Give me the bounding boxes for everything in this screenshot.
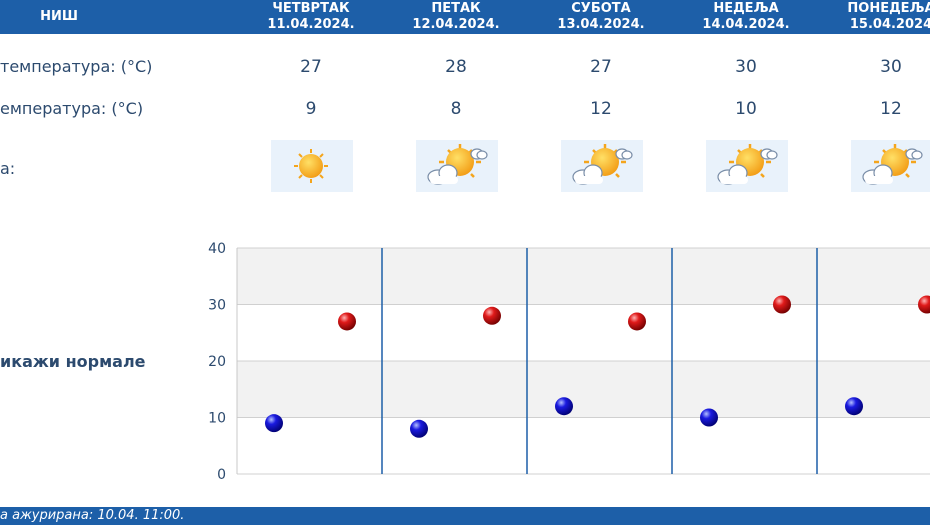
sunny-icon — [294, 149, 328, 183]
forecast-header: НИШ ЧЕТВРТАК 11.04.2024. ПЕТАК 12.04.2024.… — [0, 0, 930, 34]
show-normals-link[interactable]: икажи нормале — [0, 352, 146, 371]
min-temp-day-4: 10 — [735, 99, 757, 119]
min-temp-point-2 — [410, 419, 428, 438]
min-temp-day-2: 8 — [450, 99, 462, 119]
y-tick-label-0: 0 — [217, 467, 226, 483]
max-temp-point-4 — [773, 295, 791, 314]
max-temp-point-5 — [918, 295, 930, 314]
day-header-4: НЕДЕЉА 14.04.2024. — [702, 1, 790, 32]
weather-day-3 — [561, 140, 643, 192]
min-temp-point-4 — [700, 408, 718, 427]
y-tick-label-10: 10 — [208, 411, 226, 427]
day-header-5: ПОНЕДЕЉА 15.04.2024 — [847, 1, 930, 32]
last-updated: а ажурирана: 10.04. 11:00. — [0, 507, 930, 525]
band-0 — [237, 417, 930, 474]
max-temp-day-5: 30 — [880, 57, 902, 77]
max-temp-day-2: 28 — [445, 57, 467, 77]
partly-cloudy-icon — [427, 144, 488, 185]
min-temp-label: емпература: (°C) — [0, 99, 144, 118]
max-temp-point-2 — [483, 306, 501, 325]
chart-points — [265, 295, 930, 438]
day-header-1: ЧЕТВРТАК 11.04.2024. — [267, 1, 355, 32]
min-temp-point-1 — [265, 414, 283, 433]
weather-day-2 — [416, 140, 498, 192]
chart-gridlines — [236, 247, 930, 475]
min-temp-day-3: 12 — [590, 99, 612, 119]
y-tick-label-40: 40 — [208, 241, 226, 257]
max-temp-label: температура: (°C) — [0, 57, 153, 76]
chart-bands — [237, 248, 930, 474]
temperature-chart: 0 10 20 30 40 — [208, 241, 930, 483]
min-temp-point-3 — [555, 397, 573, 416]
max-temp-day-4: 30 — [735, 57, 757, 77]
y-tick-label-20: 20 — [208, 354, 226, 370]
max-temp-point-3 — [628, 312, 646, 331]
day-separators — [381, 248, 818, 474]
day-header-3: СУБОТА 13.04.2024. — [557, 1, 645, 32]
max-temp-point-1 — [338, 312, 356, 331]
max-temp-day-1: 27 — [300, 57, 322, 77]
min-temp-day-1: 9 — [305, 99, 317, 119]
band-3 — [237, 248, 930, 305]
min-temp-point-5 — [845, 397, 863, 416]
min-temp-day-5: 12 — [880, 99, 902, 119]
max-temp-day-3: 27 — [590, 57, 612, 77]
weather-day-4 — [706, 140, 788, 192]
y-axis-ticks: 0 10 20 30 40 — [208, 241, 226, 483]
day-header-2: ПЕТАК 12.04.2024. — [412, 1, 500, 32]
y-tick-label-30: 30 — [208, 298, 226, 314]
partly-cloudy-icon — [862, 144, 923, 185]
band-2 — [237, 304, 930, 361]
band-1 — [237, 361, 930, 418]
partly-cloudy-icon — [572, 144, 633, 185]
weather-day-5 — [851, 140, 930, 192]
partly-cloudy-icon — [717, 144, 778, 185]
conditions-label: а: — [0, 159, 16, 178]
city-name: НИШ — [40, 9, 78, 24]
weather-day-1 — [271, 140, 353, 192]
